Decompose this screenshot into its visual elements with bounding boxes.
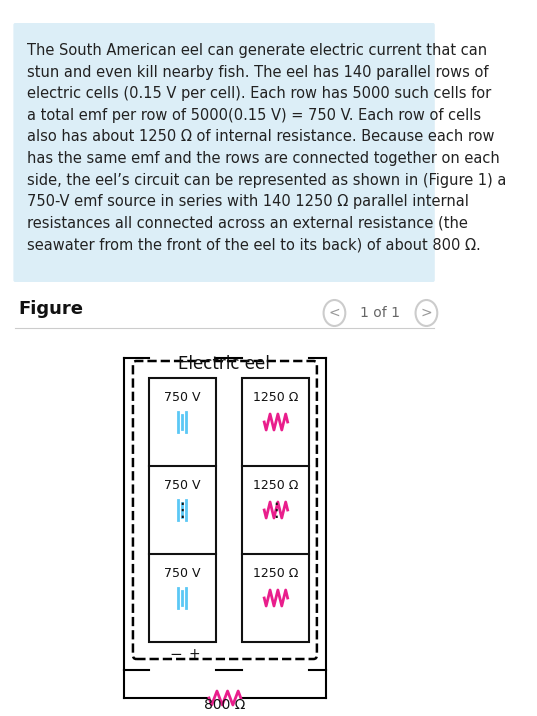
Text: Figure: Figure xyxy=(18,300,83,318)
Text: 1250 Ω: 1250 Ω xyxy=(253,479,299,492)
Text: >: > xyxy=(420,306,432,320)
Text: <: < xyxy=(329,306,340,320)
Text: ⋮: ⋮ xyxy=(172,500,192,520)
Text: 750 V: 750 V xyxy=(164,479,200,492)
Text: 1250 Ω: 1250 Ω xyxy=(253,391,299,404)
Text: −: − xyxy=(169,647,182,662)
Text: 750 V: 750 V xyxy=(164,567,200,580)
Bar xyxy=(149,378,216,642)
Text: 1 of 1: 1 of 1 xyxy=(360,306,401,320)
Text: The South American eel can generate electric current that can
stun and even kill: The South American eel can generate elec… xyxy=(27,43,506,253)
Text: ⋮: ⋮ xyxy=(266,500,286,520)
FancyBboxPatch shape xyxy=(13,23,435,282)
Text: 750 V: 750 V xyxy=(164,391,200,404)
Text: Electric eel: Electric eel xyxy=(178,355,270,373)
Text: +: + xyxy=(189,647,201,661)
Text: 800 Ω: 800 Ω xyxy=(204,698,245,712)
Text: 1250 Ω: 1250 Ω xyxy=(253,567,299,580)
Bar xyxy=(243,378,309,642)
